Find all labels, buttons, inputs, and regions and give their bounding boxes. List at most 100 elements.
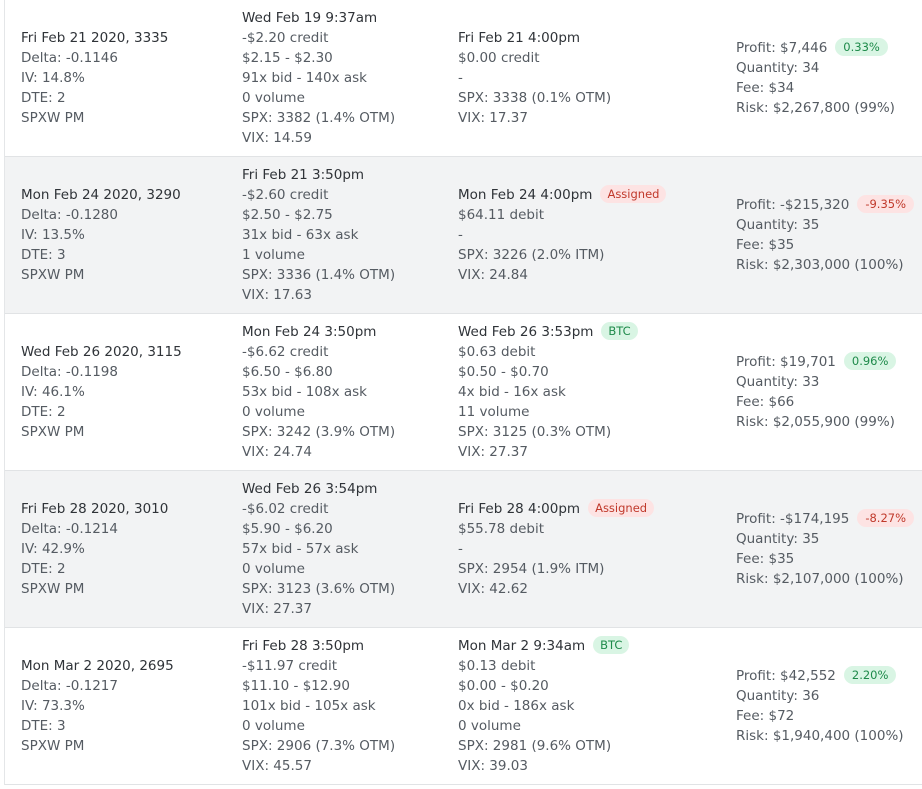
iv-value-text: IV: 42.9% xyxy=(21,541,85,557)
open-cell: Wed Feb 26 3:54pm -$6.02 credit $5.90 - $6… xyxy=(242,471,454,627)
open-credit-text: -$6.02 credit xyxy=(242,501,329,517)
result-cell: Profit: $7,446 0.33% Quantity: 34 Fee: $34 R… xyxy=(736,0,922,156)
close-price-text: $0.13 debit xyxy=(458,658,536,674)
open-bid-ask-text: $11.10 - $12.90 xyxy=(242,678,350,694)
fee-value: Fee: $72 xyxy=(736,706,922,726)
close-vix-text: VIX: 39.03 xyxy=(458,758,528,774)
close-bid-ask: - xyxy=(458,225,728,245)
expiry-cell: Fri Feb 28 2020, 3010 Delta: -0.1214 IV: 4… xyxy=(21,471,239,627)
profit-percent-badge: 2.20% xyxy=(843,666,897,684)
open-size-text: 57x bid - 57x ask xyxy=(242,541,359,557)
fee-value-text: Fee: $66 xyxy=(736,394,795,410)
iv-value-text: IV: 14.8% xyxy=(21,70,85,86)
open-spx: SPX: 3336 (1.4% OTM) xyxy=(242,265,454,285)
close-vix: VIX: 24.84 xyxy=(458,265,728,285)
expiry-cell: Wed Feb 26 2020, 3115 Delta: -0.1198 IV: 4… xyxy=(21,314,239,470)
close-price: $0.13 debit xyxy=(458,656,728,676)
close-price-text: $0.00 credit xyxy=(458,50,540,66)
open-bid-ask-text: $2.50 - $2.75 xyxy=(242,207,333,223)
profit-value: Profit: $19,701 0.96% xyxy=(736,352,922,372)
close-volume: 11 volume xyxy=(458,402,728,422)
close-time: Mon Feb 24 4:00pm Assigned xyxy=(458,185,728,205)
profit-value: Profit: -$174,195 -8.27% xyxy=(736,509,922,529)
risk-value: Risk: $2,055,900 (99%) xyxy=(736,412,922,432)
status-badge: Assigned xyxy=(588,499,655,517)
trade-row: Wed Feb 26 2020, 3115 Delta: -0.1198 IV: 4… xyxy=(5,314,922,471)
open-bid-ask: $2.15 - $2.30 xyxy=(242,48,454,68)
close-time-text: Mon Feb 24 4:00pm xyxy=(458,187,593,203)
expiry-title: Mon Mar 2 2020, 2695 xyxy=(21,656,239,676)
symbol-value: SPXW PM xyxy=(21,579,239,599)
close-time: Fri Feb 21 4:00pm xyxy=(458,28,728,48)
dte-value-text: DTE: 2 xyxy=(21,404,66,420)
quantity-value-text: Quantity: 36 xyxy=(736,688,820,704)
close-vix: VIX: 17.37 xyxy=(458,108,728,128)
dte-value-text: DTE: 2 xyxy=(21,561,66,577)
close-vix: VIX: 39.03 xyxy=(458,756,728,776)
close-price: $55.78 debit xyxy=(458,519,728,539)
risk-value-text: Risk: $2,107,000 (100%) xyxy=(736,571,904,587)
trade-row: Fri Feb 28 2020, 3010 Delta: -0.1214 IV: 4… xyxy=(5,471,922,628)
profit-value: Profit: $42,552 2.20% xyxy=(736,666,922,686)
expiry-title: Fri Feb 21 2020, 3335 xyxy=(21,28,239,48)
close-spx: SPX: 3226 (2.0% ITM) xyxy=(458,245,728,265)
open-size-text: 31x bid - 63x ask xyxy=(242,227,359,243)
close-spx: SPX: 3338 (0.1% OTM) xyxy=(458,88,728,108)
close-bid-ask-text: - xyxy=(458,541,463,557)
symbol-value: SPXW PM xyxy=(21,108,239,128)
delta-value-text: Delta: -0.1217 xyxy=(21,678,118,694)
open-spx: SPX: 3242 (3.9% OTM) xyxy=(242,422,454,442)
open-size-text: 53x bid - 108x ask xyxy=(242,384,367,400)
fee-value-text: Fee: $34 xyxy=(736,80,795,96)
profit-value: Profit: $7,446 0.33% xyxy=(736,38,922,58)
iv-value: IV: 14.8% xyxy=(21,68,239,88)
open-volume: 0 volume xyxy=(242,88,454,108)
symbol-value: SPXW PM xyxy=(21,422,239,442)
close-cell: Fri Feb 28 4:00pm Assigned $55.78 debit - SP… xyxy=(458,471,728,627)
close-time: Wed Feb 26 3:53pm BTC xyxy=(458,322,728,342)
quantity-value: Quantity: 34 xyxy=(736,58,922,78)
quantity-value-text: Quantity: 33 xyxy=(736,374,820,390)
dte-value: DTE: 3 xyxy=(21,245,239,265)
open-credit: -$6.02 credit xyxy=(242,499,454,519)
close-size: 0x bid - 186x ask xyxy=(458,696,728,716)
open-vix-text: VIX: 17.63 xyxy=(242,287,312,303)
dte-value-text: DTE: 2 xyxy=(21,90,66,106)
quantity-value: Quantity: 33 xyxy=(736,372,922,392)
open-spx-text: SPX: 2906 (7.3% OTM) xyxy=(242,738,396,754)
delta-value: Delta: -0.1214 xyxy=(21,519,239,539)
close-spx: SPX: 3125 (0.3% OTM) xyxy=(458,422,728,442)
close-bid-ask-text: $0.00 - $0.20 xyxy=(458,678,549,694)
open-volume-text: 0 volume xyxy=(242,718,305,734)
dte-value: DTE: 2 xyxy=(21,88,239,108)
quantity-value: Quantity: 35 xyxy=(736,215,922,235)
symbol-value-text: SPXW PM xyxy=(21,738,85,754)
symbol-value: SPXW PM xyxy=(21,265,239,285)
status-badge: BTC xyxy=(593,636,630,654)
quantity-value: Quantity: 36 xyxy=(736,686,922,706)
open-volume-text: 0 volume xyxy=(242,561,305,577)
status-badge: BTC xyxy=(601,322,638,340)
profit-percent-badge: -8.27% xyxy=(857,509,915,527)
risk-value-text: Risk: $2,267,800 (99%) xyxy=(736,100,895,116)
quantity-value-text: Quantity: 35 xyxy=(736,531,820,547)
close-price: $0.63 debit xyxy=(458,342,728,362)
expiry-title: Wed Feb 26 2020, 3115 xyxy=(21,342,239,362)
risk-value-text: Risk: $2,055,900 (99%) xyxy=(736,414,895,430)
dte-value: DTE: 2 xyxy=(21,402,239,422)
iv-value-text: IV: 46.1% xyxy=(21,384,85,400)
symbol-value-text: SPXW PM xyxy=(21,267,85,283)
open-time-text: Wed Feb 19 9:37am xyxy=(242,10,378,26)
open-time: Wed Feb 19 9:37am xyxy=(242,8,454,28)
open-spx-text: SPX: 3242 (3.9% OTM) xyxy=(242,424,396,440)
close-vix: VIX: 42.62 xyxy=(458,579,728,599)
close-bid-ask: $0.50 - $0.70 xyxy=(458,362,728,382)
trade-row: Mon Feb 24 2020, 3290 Delta: -0.1280 IV: 1… xyxy=(5,157,922,314)
profit-percent-badge: -9.35% xyxy=(857,195,915,213)
close-spx-text: SPX: 2981 (9.6% OTM) xyxy=(458,738,612,754)
open-size-text: 91x bid - 140x ask xyxy=(242,70,367,86)
open-time: Fri Feb 28 3:50pm xyxy=(242,636,454,656)
open-spx-text: SPX: 3336 (1.4% OTM) xyxy=(242,267,396,283)
dte-value: DTE: 2 xyxy=(21,559,239,579)
open-vix: VIX: 27.37 xyxy=(242,599,454,619)
